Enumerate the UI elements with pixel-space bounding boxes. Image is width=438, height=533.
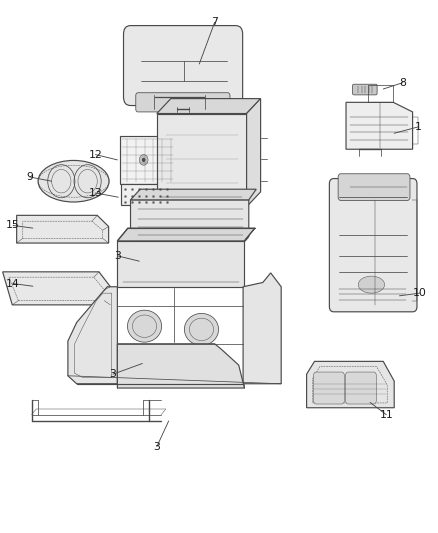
Text: 12: 12 [88, 150, 102, 159]
Text: 13: 13 [88, 188, 102, 198]
Polygon shape [117, 344, 244, 388]
Ellipse shape [127, 310, 162, 342]
Polygon shape [121, 184, 174, 205]
Text: 15: 15 [6, 221, 20, 230]
Text: 8: 8 [399, 78, 406, 87]
Polygon shape [117, 241, 244, 287]
Polygon shape [68, 287, 117, 384]
Polygon shape [3, 272, 110, 305]
Text: 14: 14 [6, 279, 20, 288]
Ellipse shape [184, 313, 219, 345]
Polygon shape [117, 228, 255, 241]
FancyBboxPatch shape [314, 372, 344, 404]
Polygon shape [17, 215, 109, 243]
Polygon shape [157, 99, 261, 114]
Ellipse shape [358, 276, 385, 293]
Circle shape [139, 155, 148, 165]
Text: 3: 3 [114, 251, 121, 261]
Ellipse shape [38, 160, 109, 202]
Text: 3: 3 [110, 369, 117, 379]
FancyBboxPatch shape [329, 179, 417, 312]
Polygon shape [307, 361, 394, 408]
FancyBboxPatch shape [136, 93, 230, 112]
Polygon shape [131, 200, 249, 241]
Text: 1: 1 [415, 122, 422, 132]
FancyBboxPatch shape [124, 26, 243, 106]
Text: 3: 3 [153, 442, 160, 451]
Circle shape [142, 158, 145, 162]
Text: 9: 9 [26, 172, 33, 182]
Text: 11: 11 [379, 410, 393, 419]
FancyBboxPatch shape [346, 372, 376, 404]
Text: 10: 10 [413, 288, 427, 298]
Polygon shape [243, 273, 281, 384]
Polygon shape [120, 136, 174, 184]
Text: 7: 7 [211, 18, 218, 27]
Polygon shape [334, 184, 413, 306]
FancyBboxPatch shape [353, 84, 377, 95]
Polygon shape [157, 114, 247, 207]
Polygon shape [131, 189, 256, 200]
FancyBboxPatch shape [338, 174, 410, 200]
Polygon shape [247, 99, 261, 207]
Polygon shape [346, 102, 413, 149]
